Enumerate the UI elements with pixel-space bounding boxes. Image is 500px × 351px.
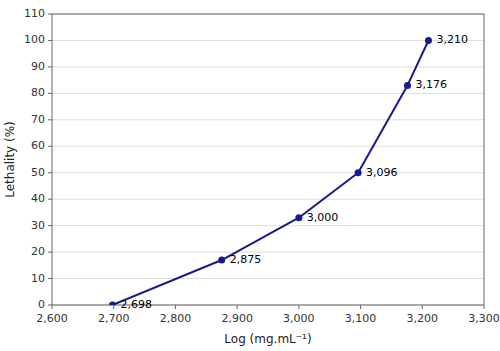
tick-mark <box>113 305 114 309</box>
marker <box>404 82 411 89</box>
tick-label: 60 <box>31 139 45 152</box>
point-label: 3,210 <box>436 33 468 46</box>
tick-label: 40 <box>31 192 45 205</box>
tick-label: 3,100 <box>345 312 377 325</box>
point-label: 2,698 <box>120 298 152 311</box>
grid-line <box>52 225 484 226</box>
tick-mark <box>48 66 52 67</box>
point-label: 3,096 <box>366 166 398 179</box>
tick-mark <box>48 146 52 147</box>
tick-label: 30 <box>31 219 45 232</box>
y-axis-label: Lethality (%) <box>3 121 17 198</box>
tick-mark <box>48 93 52 94</box>
grid-line <box>52 199 484 200</box>
chart: 0 10 20 30 40 50 60 70 80 90 100 110 2,600 2,700 2,800… <box>0 0 500 351</box>
tick-mark <box>484 305 485 309</box>
marker <box>355 169 362 176</box>
tick-label: 70 <box>31 113 45 126</box>
marker <box>295 214 302 221</box>
tick-mark <box>48 252 52 253</box>
tick-mark <box>48 172 52 173</box>
marker <box>109 302 116 306</box>
tick-mark <box>175 305 176 309</box>
marker <box>425 37 432 44</box>
tick-label: 2,800 <box>160 312 192 325</box>
tick-mark <box>48 305 52 306</box>
marker <box>218 257 225 264</box>
point-label: 3,176 <box>415 78 447 91</box>
tick-label: 100 <box>24 33 45 46</box>
tick-label: 2,900 <box>221 312 253 325</box>
tick-label: 50 <box>31 166 45 179</box>
tick-label: 3,000 <box>283 312 315 325</box>
line <box>112 40 428 305</box>
grid-line <box>52 66 484 67</box>
grid-line <box>52 40 484 41</box>
grid-line <box>52 278 484 279</box>
tick-label: 20 <box>31 245 45 258</box>
tick-label: 2,700 <box>98 312 130 325</box>
tick-label: 0 <box>38 298 45 311</box>
tick-mark <box>360 305 361 309</box>
tick-mark <box>48 199 52 200</box>
tick-label: 2,600 <box>36 312 68 325</box>
tick-mark <box>422 305 423 309</box>
tick-label: 3,200 <box>407 312 439 325</box>
tick-label: 3,300 <box>468 312 500 325</box>
tick-label: 90 <box>31 60 45 73</box>
plot-frame <box>52 14 484 305</box>
tick-label: 110 <box>24 7 45 20</box>
tick-mark <box>298 305 299 309</box>
point-label: 3,000 <box>307 211 339 224</box>
tick-mark <box>48 40 52 41</box>
x-axis-label: Log (mg.mL⁻¹) <box>224 332 311 346</box>
tick-mark <box>48 14 52 15</box>
grid-line <box>52 172 484 173</box>
series <box>109 37 432 305</box>
grid-line <box>52 93 484 94</box>
tick-mark <box>48 119 52 120</box>
tick-mark <box>48 225 52 226</box>
tick-mark <box>237 305 238 309</box>
grid-line <box>52 146 484 147</box>
tick-label: 10 <box>31 272 45 285</box>
grid-line <box>52 252 484 253</box>
point-label: 2,875 <box>230 253 262 266</box>
tick-mark <box>48 278 52 279</box>
grid-line <box>52 119 484 120</box>
tick-label: 80 <box>31 86 45 99</box>
tick-mark <box>52 305 53 309</box>
